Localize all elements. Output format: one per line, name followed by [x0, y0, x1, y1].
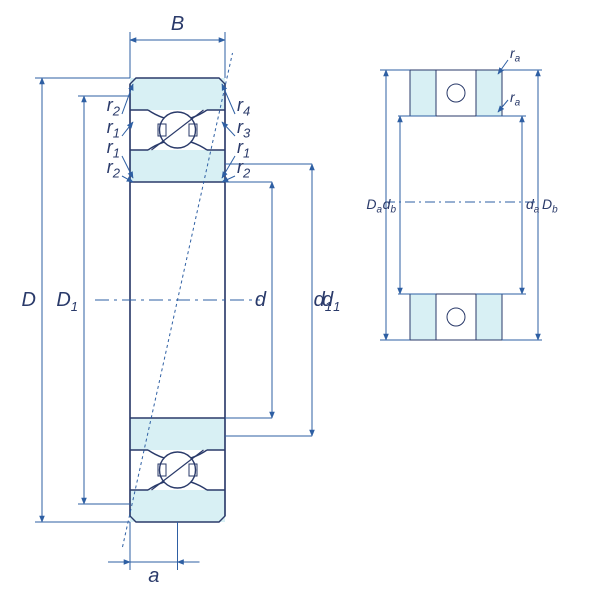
svg-text:r2: r2 — [107, 157, 121, 181]
svg-text:Da: Da — [366, 196, 382, 216]
svg-text:ra: ra — [510, 89, 521, 109]
svg-text:r2: r2 — [237, 157, 251, 181]
svg-text:a: a — [148, 565, 159, 587]
bearing-diagram: raraDadbDbda BDD1dd1d1ar2r1r4r3r1r2r1r2 — [0, 0, 600, 600]
svg-text:B: B — [171, 13, 184, 35]
svg-text:r2: r2 — [107, 95, 121, 119]
svg-text:D1: D1 — [56, 289, 78, 314]
svg-text:db: db — [383, 196, 397, 216]
svg-text:d: d — [255, 289, 267, 311]
svg-text:ra: ra — [510, 45, 521, 65]
svg-text:Db: Db — [542, 196, 558, 216]
svg-text:d1: d1 — [322, 289, 340, 314]
svg-text:D: D — [22, 289, 36, 311]
svg-text:r4: r4 — [237, 95, 250, 119]
